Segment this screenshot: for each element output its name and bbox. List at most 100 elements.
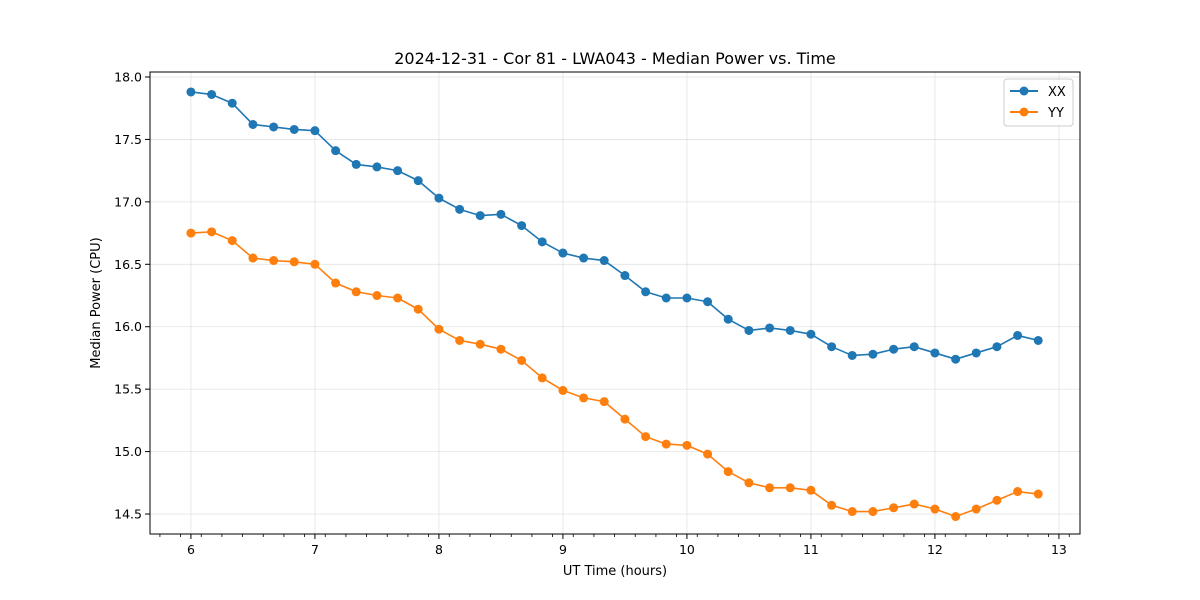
- x-tick-label: 6: [187, 542, 195, 557]
- x-tick-label: 9: [559, 542, 567, 557]
- plot-frame: [149, 71, 1081, 535]
- y-tick-label: 15.5: [114, 382, 142, 397]
- x-tick-label: 7: [311, 542, 319, 557]
- data-point-xx: [579, 253, 589, 263]
- data-point-xx: [682, 293, 692, 303]
- data-point-xx: [599, 256, 609, 266]
- data-point-yy: [186, 228, 196, 238]
- data-point-yy: [785, 483, 795, 493]
- x-tick-label: 10: [679, 542, 695, 557]
- legend-label-yy: YY: [1047, 106, 1064, 121]
- data-point-xx: [537, 237, 547, 247]
- data-point-yy: [351, 287, 361, 297]
- x-tick-label: 13: [1051, 542, 1067, 557]
- data-point-xx: [785, 325, 795, 335]
- data-point-xx: [434, 193, 444, 203]
- data-point-yy: [496, 344, 506, 354]
- y-tick-label: 16.5: [114, 257, 142, 272]
- data-point-yy: [661, 439, 671, 449]
- data-point-xx: [765, 323, 775, 333]
- data-point-yy: [331, 278, 341, 288]
- data-point-xx: [558, 248, 568, 258]
- legend-marker-yy: [1019, 107, 1029, 117]
- chart-title: 2024-12-31 - Cor 81 - LWA043 - Median Po…: [394, 49, 836, 68]
- data-point-yy: [620, 414, 630, 424]
- x-tick-label: 12: [927, 542, 943, 557]
- data-point-yy: [992, 495, 1002, 505]
- data-point-xx: [868, 349, 878, 359]
- data-point-xx: [992, 342, 1002, 352]
- data-point-yy: [207, 227, 217, 237]
- series-line-yy: [190, 231, 1039, 518]
- data-point-yy: [372, 291, 382, 301]
- data-point-xx: [1033, 335, 1043, 345]
- data-point-xx: [475, 211, 485, 221]
- series-layer: [186, 87, 1043, 522]
- data-point-xx: [971, 348, 981, 358]
- data-point-xx: [496, 209, 506, 219]
- data-point-xx: [889, 344, 899, 354]
- data-point-yy: [455, 335, 465, 345]
- data-point-xx: [227, 98, 237, 108]
- y-axis-label: Median Power (CPU): [89, 237, 104, 368]
- data-point-yy: [847, 507, 857, 517]
- data-point-xx: [393, 166, 403, 176]
- x-axis-label: UT Time (hours): [563, 564, 667, 579]
- data-point-xx: [310, 126, 320, 136]
- data-point-yy: [930, 504, 940, 514]
- series-yy: [186, 227, 1043, 522]
- data-point-xx: [951, 354, 961, 364]
- data-point-yy: [971, 504, 981, 514]
- legend-label-xx: XX: [1048, 85, 1066, 100]
- data-point-yy: [517, 355, 527, 365]
- data-point-xx: [186, 87, 196, 97]
- data-point-xx: [351, 159, 361, 169]
- data-point-yy: [827, 500, 837, 510]
- data-point-yy: [1033, 489, 1043, 499]
- data-point-yy: [289, 257, 299, 267]
- data-point-xx: [703, 297, 713, 307]
- data-point-xx: [207, 89, 217, 99]
- data-point-xx: [248, 119, 258, 129]
- data-point-yy: [475, 339, 485, 349]
- data-point-xx: [661, 293, 671, 303]
- data-point-xx: [744, 325, 754, 335]
- data-point-yy: [310, 259, 320, 269]
- data-point-yy: [537, 373, 547, 383]
- data-point-yy: [434, 324, 444, 334]
- data-point-yy: [269, 256, 279, 266]
- data-point-yy: [682, 440, 692, 450]
- data-point-yy: [765, 483, 775, 493]
- data-point-yy: [393, 293, 403, 303]
- series-xx: [186, 87, 1043, 364]
- data-point-xx: [1013, 330, 1023, 340]
- data-point-xx: [723, 314, 733, 324]
- data-point-yy: [413, 304, 423, 314]
- data-point-yy: [227, 236, 237, 246]
- data-point-xx: [909, 342, 919, 352]
- y-tick-label: 17.0: [114, 194, 142, 209]
- data-point-yy: [703, 449, 713, 459]
- data-point-yy: [806, 485, 816, 495]
- data-point-yy: [744, 478, 754, 488]
- ticks: 6 7 8 9 10 11 12 13 14.5 15.0 15.5 16.0 16.5 17.0 17.5…: [114, 69, 1070, 557]
- data-point-xx: [289, 124, 299, 134]
- data-point-yy: [599, 397, 609, 407]
- data-point-xx: [413, 176, 423, 186]
- data-point-yy: [889, 503, 899, 513]
- y-tick-label: 16.0: [114, 319, 142, 334]
- data-point-xx: [517, 221, 527, 231]
- y-tick-label: 15.0: [114, 444, 142, 459]
- data-point-yy: [909, 499, 919, 509]
- data-point-xx: [847, 350, 857, 360]
- data-point-xx: [806, 329, 816, 339]
- data-point-xx: [455, 204, 465, 214]
- y-tick-label: 17.5: [114, 132, 142, 147]
- data-point-xx: [930, 348, 940, 358]
- data-point-yy: [723, 467, 733, 477]
- data-point-yy: [579, 393, 589, 403]
- data-point-xx: [827, 342, 837, 352]
- data-point-yy: [1013, 487, 1023, 497]
- data-point-xx: [372, 162, 382, 172]
